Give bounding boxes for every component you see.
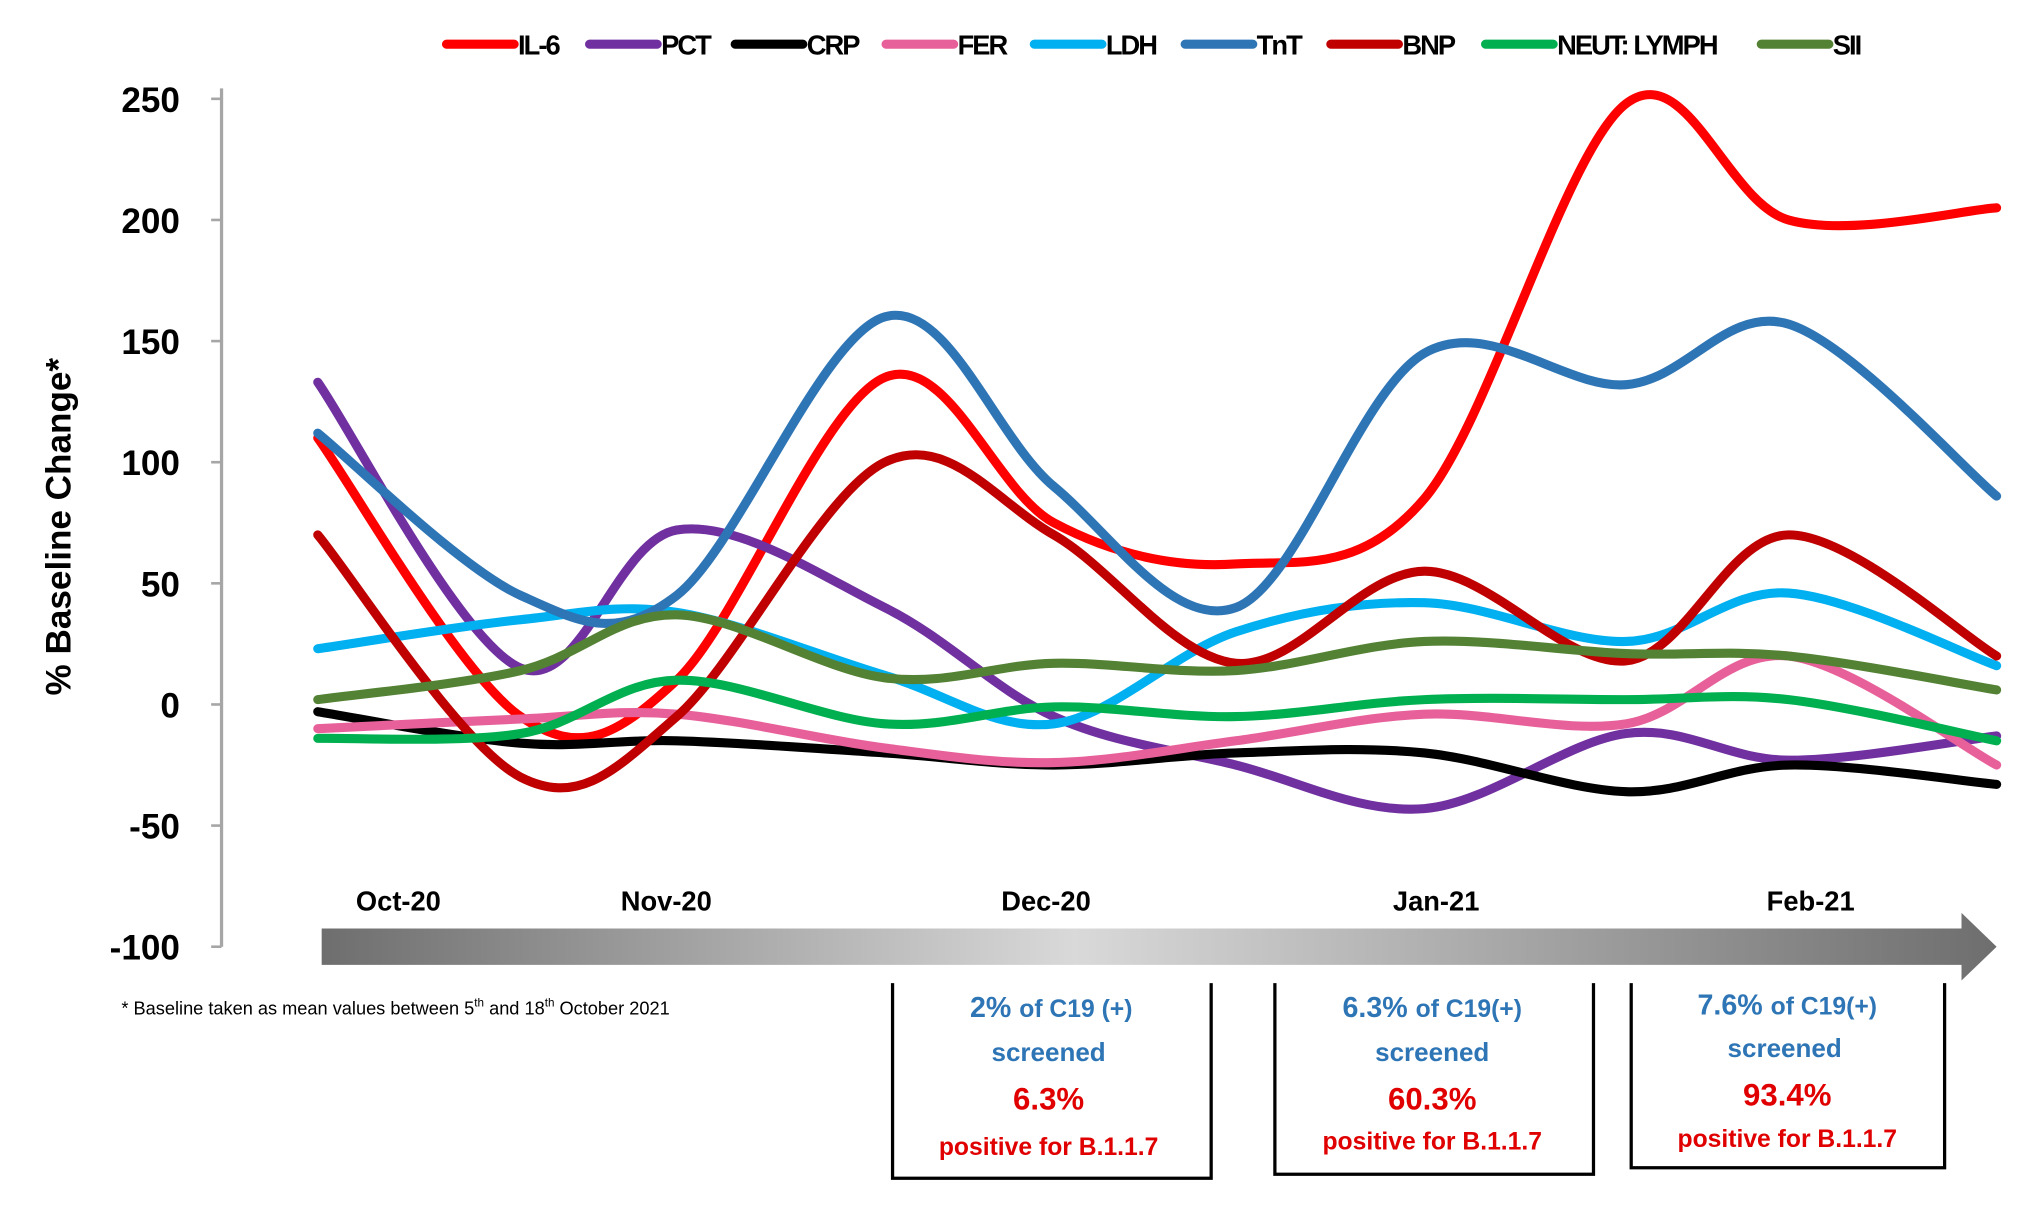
legend-label: IL-6	[518, 30, 560, 61]
series-line-fer	[313, 651, 2002, 770]
y-tick-label: 150	[121, 323, 180, 362]
legend-item: NEUT: LYMPH	[1481, 30, 1719, 61]
annotation-box: 2% of C19 (+) screened 6.3% positive for…	[890, 983, 1213, 1180]
footnote-post: October 2021	[554, 998, 669, 1018]
svg-text:93.4%: 93.4%	[1743, 1077, 1831, 1112]
footnote: * Baseline taken as mean values between …	[121, 997, 669, 1019]
y-tick-label: 200	[121, 202, 180, 241]
series-line-crp	[313, 707, 2002, 797]
series-line-bnp	[313, 450, 2002, 793]
series-line-il-6	[313, 90, 2002, 743]
legend-label: BNP	[1402, 30, 1456, 61]
y-ticks: 250 200 150 100 50 0 -50 -100	[110, 81, 222, 968]
annotation-box: 7.6% of C19(+) screened 93.4% positive f…	[1629, 983, 1947, 1170]
footnote-mid: and 18	[484, 998, 545, 1018]
legend: IL-6 PCT CRP FER LDH TnT BNP NEUT: LYMPH SII	[441, 30, 1863, 61]
series-line-neut-lymph	[313, 675, 2002, 746]
svg-text:screened: screened	[1375, 1037, 1489, 1067]
legend-label: LDH	[1106, 30, 1156, 61]
series-line-tnt	[313, 310, 2002, 629]
legend-label: NEUT: LYMPH	[1557, 30, 1717, 61]
svg-text:screened: screened	[1728, 1033, 1842, 1063]
svg-text:6.3% of C19(+): 6.3% of C19(+)	[1343, 992, 1522, 1024]
y-tick-label: 100	[121, 444, 180, 483]
legend-label: PCT	[661, 30, 712, 61]
legend-label: TnT	[1257, 30, 1303, 61]
svg-text:2% of C19 (+): 2% of C19 (+)	[970, 992, 1132, 1024]
svg-text:positive for B.1.1.7: positive for B.1.1.7	[1677, 1126, 1897, 1153]
y-tick-label: 50	[141, 565, 180, 604]
series-line-ldh	[313, 588, 2002, 730]
legend-item: PCT	[585, 30, 714, 61]
legend-item: BNP	[1326, 30, 1458, 61]
y-axis-label: % Baseline Change*	[40, 358, 79, 696]
timeline-arrow	[321, 912, 1997, 981]
svg-text:60.3%: 60.3%	[1388, 1081, 1476, 1116]
y-tick-label: -50	[129, 808, 180, 847]
month-label: Nov-20	[621, 885, 712, 916]
annotation-box: 6.3% of C19(+) screened 60.3% positive f…	[1273, 983, 1596, 1176]
legend-item: CRP	[730, 30, 862, 61]
svg-text:positive for B.1.1.7: positive for B.1.1.7	[1322, 1129, 1542, 1156]
month-label: Feb-21	[1767, 885, 1855, 916]
legend-label: FER	[958, 30, 1009, 61]
legend-item: IL-6	[441, 30, 562, 61]
y-tick-label: 0	[160, 686, 180, 725]
month-label: Oct-20	[356, 885, 441, 916]
footnote-sup: th	[545, 997, 555, 1010]
svg-text:screened: screened	[992, 1037, 1106, 1067]
legend-item: TnT	[1180, 30, 1305, 61]
footnote-pre: * Baseline taken as mean values between …	[121, 998, 474, 1018]
y-tick-label: 250	[121, 81, 180, 120]
legend-item: FER	[881, 30, 1011, 61]
footnote-sup: th	[474, 997, 484, 1010]
svg-text:6.3%: 6.3%	[1013, 1081, 1084, 1116]
svg-text:7.6% of C19(+): 7.6% of C19(+)	[1698, 989, 1877, 1021]
series-line-sii	[313, 610, 2002, 705]
month-label: Dec-20	[1001, 885, 1091, 916]
month-label: Jan-21	[1393, 885, 1479, 916]
legend-label: SII	[1833, 30, 1861, 61]
svg-text:positive for B.1.1.7: positive for B.1.1.7	[939, 1134, 1159, 1161]
legend-label: CRP	[807, 30, 861, 61]
y-tick-label: -100	[110, 929, 180, 968]
series-lines	[313, 90, 2002, 814]
legend-item: SII	[1756, 30, 1863, 61]
legend-item: LDH	[1029, 30, 1158, 61]
